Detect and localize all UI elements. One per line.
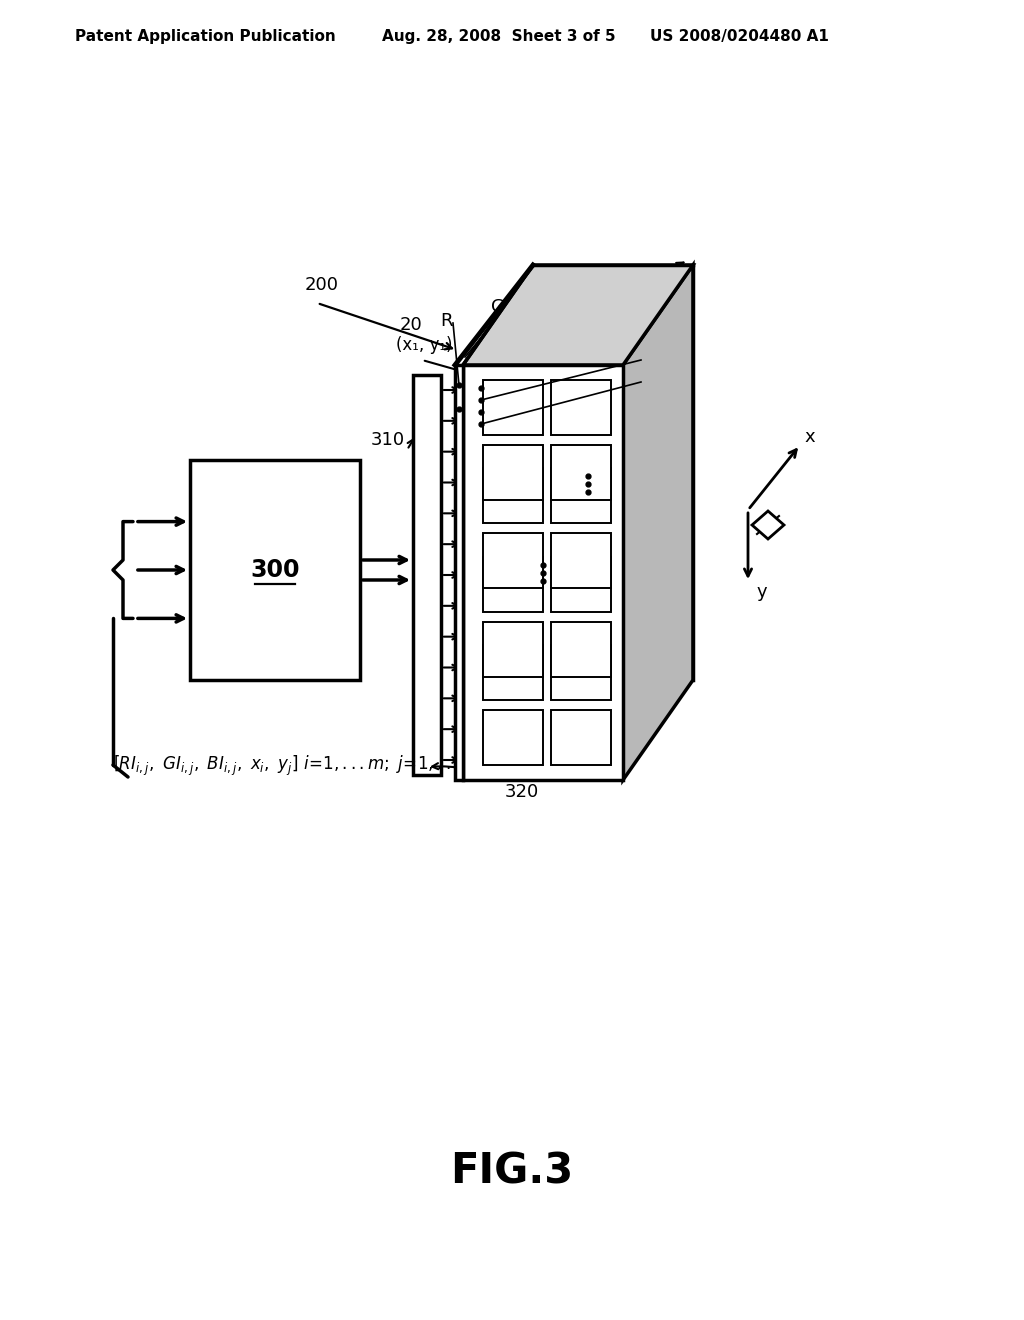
Bar	[483, 533, 543, 589]
Bar	[413, 375, 441, 775]
Bar	[551, 469, 611, 523]
Text: y: y	[757, 583, 767, 601]
Text: Aug. 28, 2008  Sheet 3 of 5: Aug. 28, 2008 Sheet 3 of 5	[382, 29, 615, 45]
Text: R: R	[439, 312, 453, 330]
Text: W: W	[645, 374, 663, 391]
Bar	[483, 622, 543, 677]
Bar	[551, 533, 611, 589]
Text: (x₁, y₁): (x₁, y₁)	[396, 337, 453, 354]
Bar	[483, 469, 543, 523]
Text: Patent Application Publication: Patent Application Publication	[75, 29, 336, 45]
Text: 20: 20	[597, 657, 620, 675]
Text: $[RI_{i,j},\ GI_{i,j},\ BI_{i,j},\ x_i,\ y_j]\ i\!=\!1,...m;\ j\!=\!1,...n$: $[RI_{i,j},\ GI_{i,j},\ BI_{i,j},\ x_i,\…	[113, 754, 473, 777]
Text: x: x	[805, 428, 815, 446]
Bar	[551, 645, 611, 700]
Bar	[483, 557, 543, 611]
Bar	[551, 710, 611, 766]
Text: 20: 20	[400, 315, 423, 334]
Bar	[483, 380, 543, 436]
Bar	[483, 445, 543, 500]
Polygon shape	[752, 511, 784, 539]
Text: (xₘ, yₙ ): (xₘ, yₙ )	[592, 675, 657, 693]
Text: 200: 200	[305, 276, 339, 294]
Polygon shape	[463, 265, 693, 366]
Text: US 2008/0204480 A1: US 2008/0204480 A1	[650, 29, 828, 45]
Bar	[190, 459, 360, 680]
Text: B: B	[647, 351, 659, 370]
Text: 320: 320	[505, 783, 540, 801]
Bar	[483, 710, 543, 766]
Bar	[551, 622, 611, 677]
Text: 20: 20	[637, 312, 659, 329]
Polygon shape	[623, 265, 693, 780]
Bar	[551, 445, 611, 500]
Bar	[551, 380, 611, 436]
Bar	[483, 645, 543, 700]
Polygon shape	[455, 366, 463, 780]
Polygon shape	[463, 366, 623, 780]
Bar	[551, 557, 611, 611]
Text: 310: 310	[371, 432, 406, 449]
Text: G: G	[492, 298, 505, 315]
Text: FIG.3: FIG.3	[451, 1151, 573, 1193]
Text: 300: 300	[250, 558, 300, 582]
